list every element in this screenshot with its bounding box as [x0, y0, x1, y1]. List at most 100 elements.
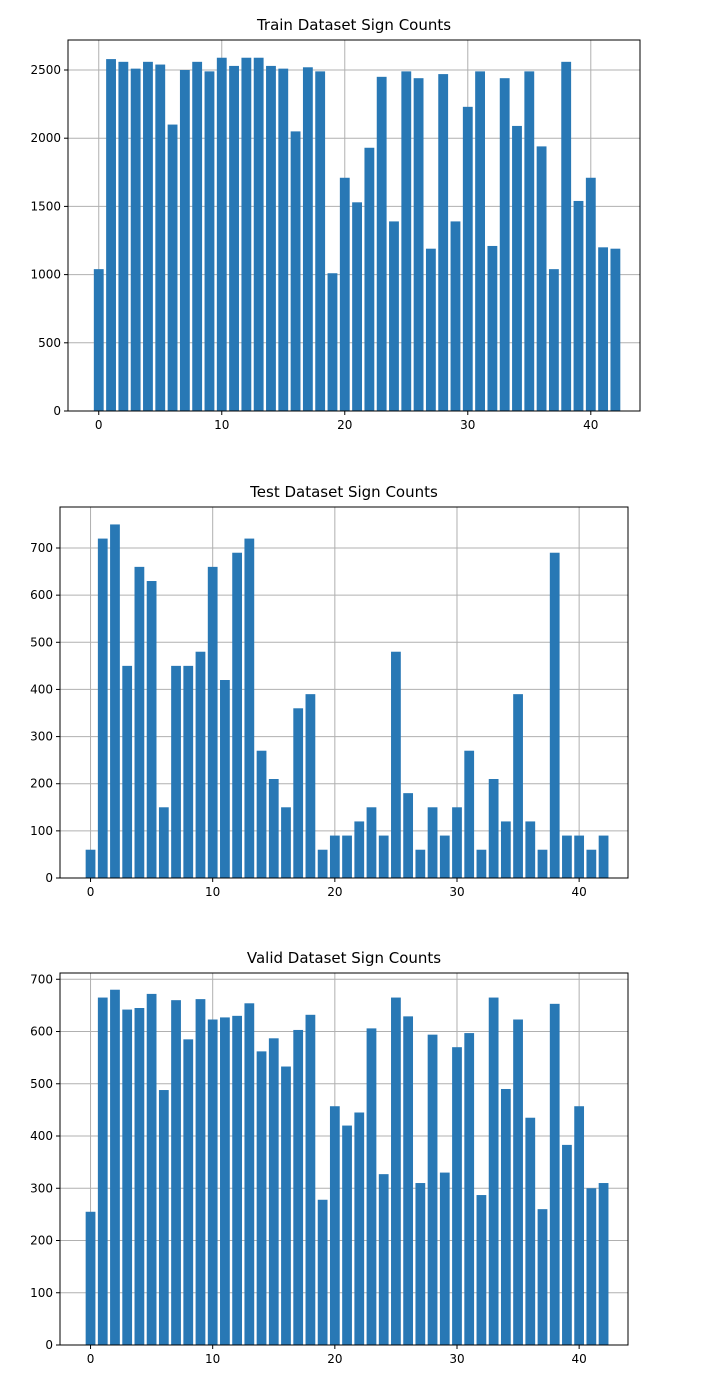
bar: [389, 221, 399, 411]
bar: [366, 807, 377, 878]
bar: [512, 125, 522, 411]
bar: [488, 779, 499, 878]
bar: [574, 1106, 585, 1345]
bar: [268, 1038, 279, 1345]
bar: [427, 807, 438, 878]
bar: [106, 59, 116, 412]
bar: [513, 694, 523, 878]
bar: [110, 524, 120, 878]
bar: [537, 1209, 548, 1345]
bar: [278, 68, 289, 412]
x-tick-label: 40: [571, 885, 586, 899]
bar: [452, 1047, 462, 1345]
bar: [305, 1014, 316, 1345]
x-tick-label: 0: [95, 418, 103, 432]
y-tick-label: 600: [30, 1025, 53, 1039]
bar: [339, 177, 350, 411]
bar: [438, 74, 449, 411]
bar: [488, 997, 499, 1345]
bar: [241, 57, 252, 411]
x-tick-label: 30: [449, 1352, 464, 1366]
bar: [598, 835, 609, 878]
bar: [525, 1117, 536, 1345]
bar: [195, 651, 206, 878]
bar: [476, 849, 487, 878]
y-tick-label: 1000: [30, 268, 61, 282]
bar: [97, 997, 108, 1345]
bar: [281, 807, 291, 878]
bar: [158, 807, 169, 878]
y-tick-label: 100: [30, 824, 53, 838]
y-tick-label: 200: [30, 777, 53, 791]
bar: [499, 78, 510, 412]
bar: [513, 1019, 523, 1345]
bar: [425, 248, 436, 411]
bar: [293, 708, 304, 878]
bar: [586, 1188, 597, 1345]
bar: [366, 1028, 377, 1345]
bar: [207, 1019, 218, 1345]
bar: [179, 70, 190, 411]
x-tick-label: 40: [571, 1352, 586, 1366]
bar: [266, 65, 276, 412]
bar: [305, 694, 316, 878]
y-tick-label: 400: [30, 682, 53, 696]
bar: [146, 993, 157, 1345]
bar: [183, 1039, 194, 1345]
x-tick-label: 30: [460, 418, 475, 432]
bar: [391, 651, 401, 878]
bar: [549, 552, 560, 878]
bar: [268, 779, 279, 878]
bar: [134, 1008, 145, 1345]
x-tick-label: 10: [214, 418, 229, 432]
bar: [476, 1195, 487, 1345]
chart-title: Valid Dataset Sign Counts: [247, 949, 441, 967]
bar: [574, 835, 585, 878]
x-tick-label: 40: [583, 418, 598, 432]
bar: [290, 131, 301, 411]
y-tick-label: 100: [30, 1286, 53, 1300]
x-tick-label: 10: [205, 1352, 220, 1366]
bar: [413, 78, 424, 412]
plot-frame: [59, 972, 629, 1346]
bar: [536, 146, 547, 411]
bar: [146, 581, 157, 878]
y-tick-label: 0: [45, 871, 53, 885]
bar: [610, 248, 621, 411]
bar: [439, 835, 450, 878]
y-tick-label: 500: [30, 1077, 53, 1091]
y-tick-label: 0: [53, 404, 61, 418]
y-tick-label: 700: [30, 541, 53, 555]
y-tick-label: 600: [30, 588, 53, 602]
bar: [315, 71, 326, 411]
bar: [391, 997, 401, 1345]
bar: [244, 1003, 255, 1345]
bar: [192, 61, 203, 412]
bar: [204, 71, 215, 411]
bar: [378, 1174, 389, 1345]
bar: [171, 1000, 181, 1345]
bar: [253, 57, 264, 411]
bar: [143, 61, 153, 412]
bar: [342, 835, 352, 878]
bar: [452, 807, 462, 878]
bar: [354, 821, 365, 878]
bar: [415, 849, 426, 878]
y-tick-label: 2500: [30, 63, 61, 77]
bar: [232, 1015, 243, 1345]
bar: [317, 1199, 328, 1345]
y-tick-label: 300: [30, 730, 53, 744]
bar: [207, 566, 218, 878]
bar: [122, 665, 133, 878]
bar: [118, 61, 129, 412]
bar: [122, 1009, 133, 1345]
bar: [281, 1066, 291, 1345]
bar: [85, 1211, 96, 1345]
bar: [256, 1051, 267, 1345]
bar: [220, 1017, 230, 1345]
bar: [562, 835, 572, 878]
bar: [562, 1144, 572, 1345]
bar: [130, 68, 141, 412]
bar: [403, 793, 414, 878]
